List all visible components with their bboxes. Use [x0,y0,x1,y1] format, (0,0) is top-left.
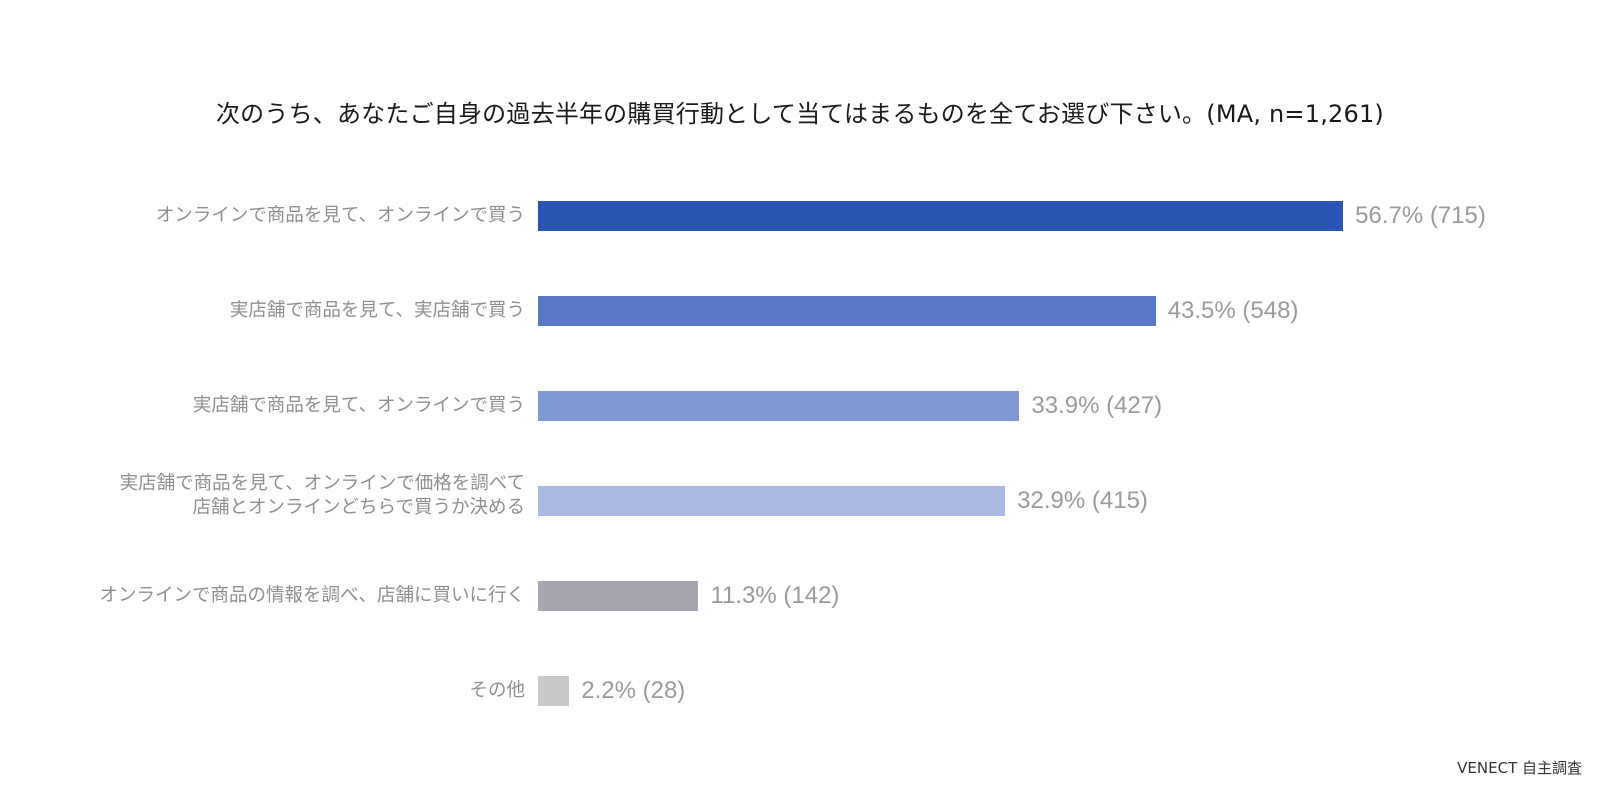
value-label: 56.7% (715) [1355,202,1486,229]
category-label: オンラインで商品の情報を調べ、店舗に買いに行く [99,585,525,606]
bar-row: オンラインで商品の情報を調べ、店舗に買いに行く 11.3% (142) [0,581,1600,611]
bar [538,486,1006,516]
category-label: 実店舗で商品を見て、オンラインで価格を調べて 店舗とオンラインどちらで買うか決め… [119,473,525,518]
chart-title: 次のうち、あなたご自身の過去半年の購買行動として当てはまるものを全てお選び下さい… [215,100,1384,128]
bar [538,201,1344,231]
bar-row: 実店舗で商品を見て、オンラインで価格を調べて 店舗とオンラインどちらで買うか決め… [0,473,1600,518]
source-note: VENECT 自主調査 [1457,759,1582,777]
bar-row: 実店舗で商品を見て、実店舗で買う 43.5% (548) [0,296,1600,326]
category-label: オンラインで商品を見て、オンラインで買う [155,205,525,226]
value-label: 11.3% (142) [710,582,840,609]
category-label: 実店舗で商品を見て、実店舗で買う [229,300,525,321]
category-label: 実店舗で商品を見て、オンラインで買う [192,395,525,416]
bar [538,391,1020,421]
bar-row: オンラインで商品を見て、オンラインで買う 56.7% (715) [0,201,1600,231]
bar [538,581,699,611]
category-label: その他 [469,680,525,701]
value-label: 2.2% (28) [581,677,686,704]
value-label: 32.9% (415) [1017,487,1148,514]
bar [538,296,1156,326]
value-label: 33.9% (427) [1031,392,1163,419]
bar-row: 実店舗で商品を見て、オンラインで買う 33.9% (427) [0,391,1600,421]
value-label: 43.5% (548) [1167,297,1299,324]
bar-row: その他 2.2% (28) [0,676,1600,706]
bar [538,676,570,706]
